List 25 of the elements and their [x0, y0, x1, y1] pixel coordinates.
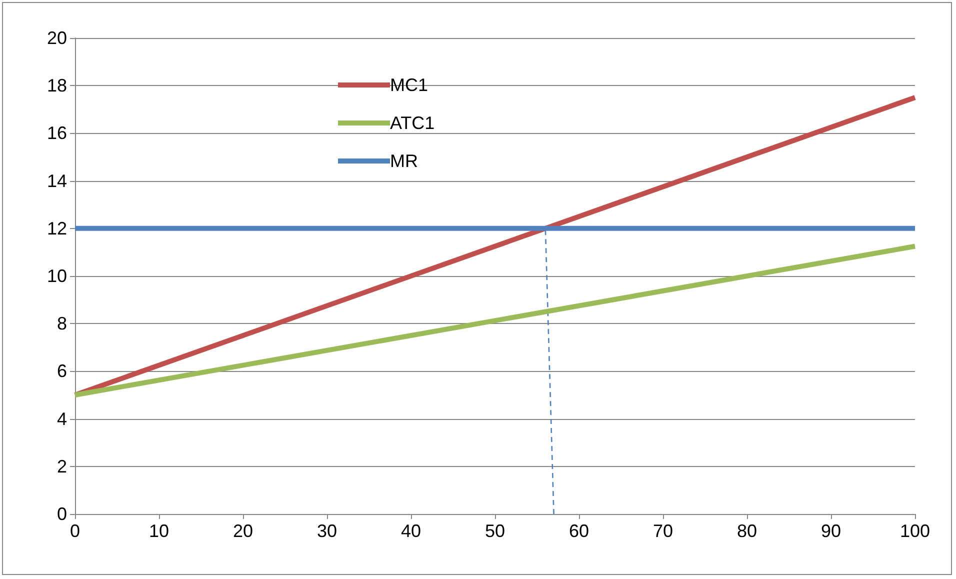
x-tick-label: 0 — [70, 521, 80, 541]
y-tick-label: 16 — [46, 123, 67, 144]
x-tick-label: 10 — [148, 521, 170, 541]
x-tick-label: 80 — [736, 521, 758, 541]
y-tick-label: 14 — [46, 170, 67, 191]
y-tick-label: 6 — [56, 361, 67, 382]
y-tick-label: 10 — [46, 266, 67, 286]
y-tick-label: 0 — [56, 504, 67, 524]
x-tick-label: 70 — [652, 521, 674, 541]
x-tick-label: 50 — [484, 521, 506, 541]
legend-label: ATC1 — [390, 113, 435, 133]
x-tick-label: 20 — [232, 521, 254, 541]
x-tick-label: 100 — [900, 521, 930, 541]
y-tick-label: 12 — [46, 218, 67, 238]
y-tick-label: 18 — [46, 76, 67, 96]
x-tick-label: 90 — [820, 521, 842, 541]
y-tick-label: 4 — [56, 408, 67, 429]
x-tick-label: 40 — [400, 521, 422, 541]
legend-label: MC1 — [390, 75, 428, 95]
y-tick-label: 2 — [56, 456, 67, 476]
y-tick-label: 20 — [46, 28, 67, 48]
y-tick-label: 8 — [56, 314, 67, 334]
x-tick-label: 60 — [568, 521, 590, 541]
x-tick-label: 30 — [316, 521, 338, 541]
legend-label: MR — [390, 151, 418, 171]
